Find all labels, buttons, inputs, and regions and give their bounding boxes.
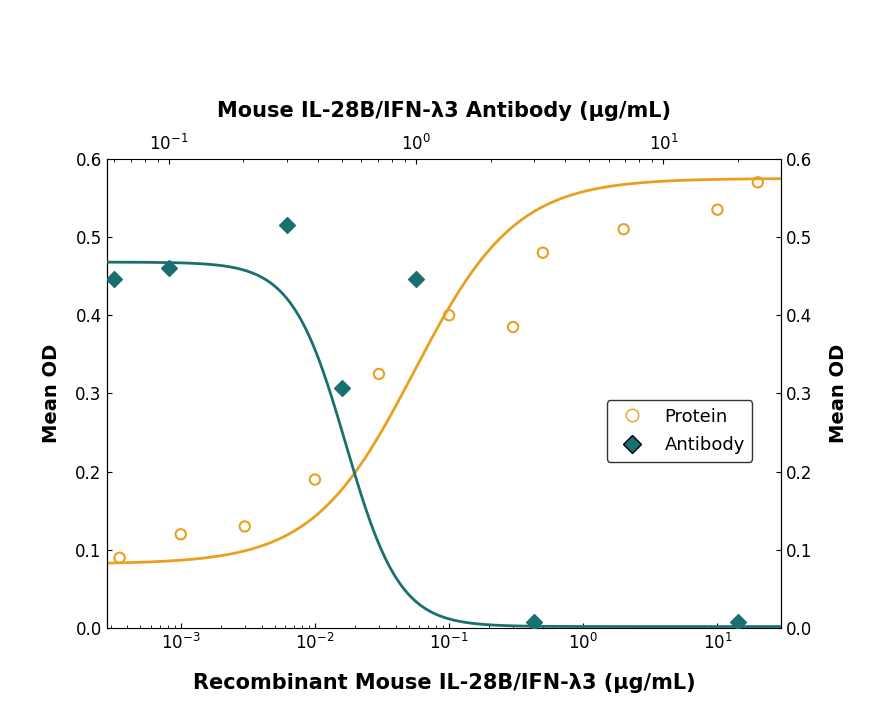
Point <box>506 321 520 333</box>
Point <box>442 310 456 321</box>
Point <box>162 262 176 274</box>
Point <box>335 382 349 393</box>
Point <box>107 273 121 284</box>
Y-axis label: Mean OD: Mean OD <box>829 344 848 443</box>
Point <box>174 529 188 540</box>
Point <box>238 521 252 532</box>
Point <box>308 474 322 485</box>
Point <box>731 616 745 627</box>
Point <box>750 177 765 188</box>
Point <box>113 552 127 563</box>
Point <box>527 616 542 627</box>
Point <box>409 273 424 284</box>
Y-axis label: Mean OD: Mean OD <box>43 344 61 443</box>
Point <box>535 247 550 258</box>
Point <box>616 224 630 235</box>
X-axis label: Recombinant Mouse IL-28B/IFN-λ3 (μg/mL): Recombinant Mouse IL-28B/IFN-λ3 (μg/mL) <box>193 673 695 692</box>
X-axis label: Mouse IL-28B/IFN-λ3 Antibody (μg/mL): Mouse IL-28B/IFN-λ3 Antibody (μg/mL) <box>217 101 671 121</box>
Point <box>710 204 725 215</box>
Point <box>280 219 294 231</box>
Legend: Protein, Antibody: Protein, Antibody <box>607 401 752 461</box>
Point <box>372 368 386 380</box>
